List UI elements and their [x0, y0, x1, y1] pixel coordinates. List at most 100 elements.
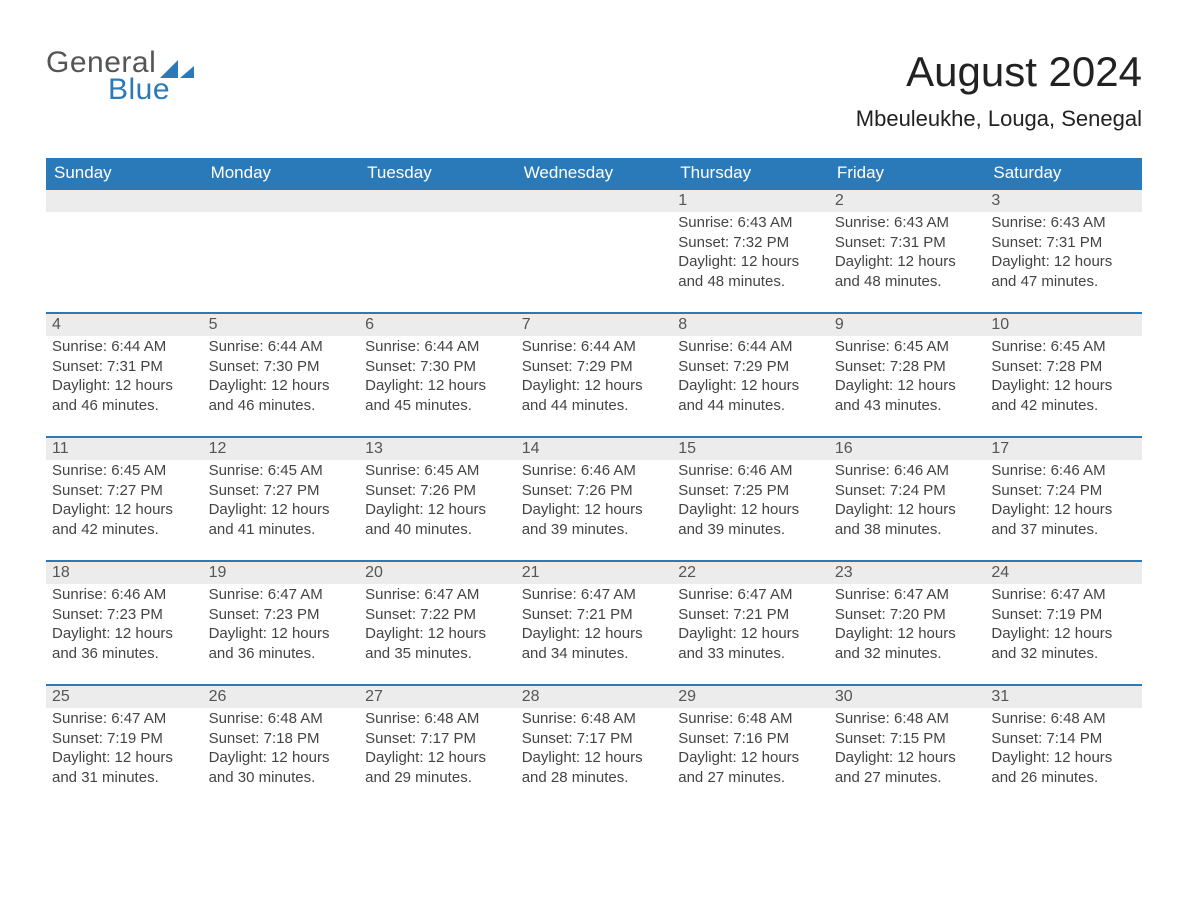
sunset-line: Sunset: 7:16 PM	[678, 729, 823, 749]
day-details: Sunrise: 6:45 AMSunset: 7:27 PMDaylight:…	[203, 460, 360, 560]
daylight-line: Daylight: 12 hours and 42 minutes.	[52, 500, 197, 539]
daylight-line: Daylight: 12 hours and 32 minutes.	[835, 624, 980, 663]
sunrise-line: Sunrise: 6:48 AM	[522, 709, 667, 729]
calendar-day-cell: 21Sunrise: 6:47 AMSunset: 7:21 PMDayligh…	[516, 561, 673, 685]
day-number: 9	[829, 314, 986, 336]
day-number: 27	[359, 686, 516, 708]
day-details: Sunrise: 6:43 AMSunset: 7:31 PMDaylight:…	[985, 212, 1142, 312]
calendar-page: General Blue August 2024 Mbeuleukhe, Lou…	[0, 0, 1188, 848]
calendar-day-cell: 20Sunrise: 6:47 AMSunset: 7:22 PMDayligh…	[359, 561, 516, 685]
sunset-line: Sunset: 7:21 PM	[678, 605, 823, 625]
day-details: Sunrise: 6:44 AMSunset: 7:30 PMDaylight:…	[203, 336, 360, 436]
sunset-line: Sunset: 7:27 PM	[209, 481, 354, 501]
sunset-line: Sunset: 7:24 PM	[991, 481, 1136, 501]
sunset-line: Sunset: 7:26 PM	[365, 481, 510, 501]
sunset-line: Sunset: 7:31 PM	[52, 357, 197, 377]
day-details: Sunrise: 6:46 AMSunset: 7:24 PMDaylight:…	[985, 460, 1142, 560]
day-details	[516, 212, 673, 312]
sunset-line: Sunset: 7:25 PM	[678, 481, 823, 501]
calendar-day-cell: 6Sunrise: 6:44 AMSunset: 7:30 PMDaylight…	[359, 313, 516, 437]
day-number: 11	[46, 438, 203, 460]
day-number: 21	[516, 562, 673, 584]
sunrise-line: Sunrise: 6:43 AM	[835, 213, 980, 233]
day-details: Sunrise: 6:46 AMSunset: 7:24 PMDaylight:…	[829, 460, 986, 560]
daylight-line: Daylight: 12 hours and 34 minutes.	[522, 624, 667, 663]
day-number	[46, 190, 203, 212]
sunset-line: Sunset: 7:24 PM	[835, 481, 980, 501]
day-details: Sunrise: 6:47 AMSunset: 7:21 PMDaylight:…	[516, 584, 673, 684]
calendar-week-row: 25Sunrise: 6:47 AMSunset: 7:19 PMDayligh…	[46, 685, 1142, 808]
day-details: Sunrise: 6:44 AMSunset: 7:30 PMDaylight:…	[359, 336, 516, 436]
day-number: 12	[203, 438, 360, 460]
day-number: 10	[985, 314, 1142, 336]
calendar-day-cell: 23Sunrise: 6:47 AMSunset: 7:20 PMDayligh…	[829, 561, 986, 685]
daylight-line: Daylight: 12 hours and 40 minutes.	[365, 500, 510, 539]
sunset-line: Sunset: 7:21 PM	[522, 605, 667, 625]
weekday-header: Friday	[829, 158, 986, 189]
sunset-line: Sunset: 7:30 PM	[209, 357, 354, 377]
daylight-line: Daylight: 12 hours and 44 minutes.	[522, 376, 667, 415]
sunrise-line: Sunrise: 6:45 AM	[835, 337, 980, 357]
day-details: Sunrise: 6:48 AMSunset: 7:17 PMDaylight:…	[359, 708, 516, 808]
day-number: 7	[516, 314, 673, 336]
day-details: Sunrise: 6:46 AMSunset: 7:25 PMDaylight:…	[672, 460, 829, 560]
day-details: Sunrise: 6:45 AMSunset: 7:27 PMDaylight:…	[46, 460, 203, 560]
sunrise-line: Sunrise: 6:47 AM	[522, 585, 667, 605]
calendar-week-row: 1Sunrise: 6:43 AMSunset: 7:32 PMDaylight…	[46, 189, 1142, 313]
daylight-line: Daylight: 12 hours and 27 minutes.	[835, 748, 980, 787]
sunrise-line: Sunrise: 6:44 AM	[678, 337, 823, 357]
sunrise-line: Sunrise: 6:44 AM	[365, 337, 510, 357]
weekday-header: Thursday	[672, 158, 829, 189]
day-number: 14	[516, 438, 673, 460]
day-details: Sunrise: 6:48 AMSunset: 7:16 PMDaylight:…	[672, 708, 829, 808]
sunset-line: Sunset: 7:31 PM	[991, 233, 1136, 253]
sunrise-line: Sunrise: 6:47 AM	[209, 585, 354, 605]
day-number: 3	[985, 190, 1142, 212]
sunrise-line: Sunrise: 6:43 AM	[678, 213, 823, 233]
sunrise-line: Sunrise: 6:48 AM	[991, 709, 1136, 729]
day-details: Sunrise: 6:45 AMSunset: 7:26 PMDaylight:…	[359, 460, 516, 560]
day-details: Sunrise: 6:48 AMSunset: 7:18 PMDaylight:…	[203, 708, 360, 808]
daylight-line: Daylight: 12 hours and 37 minutes.	[991, 500, 1136, 539]
calendar-day-cell: 30Sunrise: 6:48 AMSunset: 7:15 PMDayligh…	[829, 685, 986, 808]
daylight-line: Daylight: 12 hours and 42 minutes.	[991, 376, 1136, 415]
calendar-day-cell	[46, 189, 203, 313]
day-number	[516, 190, 673, 212]
daylight-line: Daylight: 12 hours and 43 minutes.	[835, 376, 980, 415]
day-details: Sunrise: 6:44 AMSunset: 7:31 PMDaylight:…	[46, 336, 203, 436]
day-details: Sunrise: 6:46 AMSunset: 7:23 PMDaylight:…	[46, 584, 203, 684]
calendar-day-cell: 17Sunrise: 6:46 AMSunset: 7:24 PMDayligh…	[985, 437, 1142, 561]
day-number: 19	[203, 562, 360, 584]
calendar-day-cell: 18Sunrise: 6:46 AMSunset: 7:23 PMDayligh…	[46, 561, 203, 685]
sunset-line: Sunset: 7:29 PM	[678, 357, 823, 377]
day-number: 22	[672, 562, 829, 584]
daylight-line: Daylight: 12 hours and 45 minutes.	[365, 376, 510, 415]
day-details	[203, 212, 360, 312]
daylight-line: Daylight: 12 hours and 30 minutes.	[209, 748, 354, 787]
day-details: Sunrise: 6:47 AMSunset: 7:23 PMDaylight:…	[203, 584, 360, 684]
daylight-line: Daylight: 12 hours and 48 minutes.	[835, 252, 980, 291]
sunset-line: Sunset: 7:15 PM	[835, 729, 980, 749]
calendar-day-cell: 24Sunrise: 6:47 AMSunset: 7:19 PMDayligh…	[985, 561, 1142, 685]
day-number: 20	[359, 562, 516, 584]
sunrise-line: Sunrise: 6:47 AM	[678, 585, 823, 605]
day-details: Sunrise: 6:43 AMSunset: 7:31 PMDaylight:…	[829, 212, 986, 312]
calendar-day-cell: 1Sunrise: 6:43 AMSunset: 7:32 PMDaylight…	[672, 189, 829, 313]
day-details: Sunrise: 6:47 AMSunset: 7:20 PMDaylight:…	[829, 584, 986, 684]
sunset-line: Sunset: 7:23 PM	[52, 605, 197, 625]
day-number: 28	[516, 686, 673, 708]
daylight-line: Daylight: 12 hours and 36 minutes.	[209, 624, 354, 663]
day-details: Sunrise: 6:47 AMSunset: 7:19 PMDaylight:…	[985, 584, 1142, 684]
sunset-line: Sunset: 7:28 PM	[835, 357, 980, 377]
day-number: 25	[46, 686, 203, 708]
calendar-day-cell: 10Sunrise: 6:45 AMSunset: 7:28 PMDayligh…	[985, 313, 1142, 437]
calendar-day-cell: 9Sunrise: 6:45 AMSunset: 7:28 PMDaylight…	[829, 313, 986, 437]
calendar-day-cell: 31Sunrise: 6:48 AMSunset: 7:14 PMDayligh…	[985, 685, 1142, 808]
calendar-day-cell: 11Sunrise: 6:45 AMSunset: 7:27 PMDayligh…	[46, 437, 203, 561]
day-number: 24	[985, 562, 1142, 584]
header-row: General Blue August 2024 Mbeuleukhe, Lou…	[46, 48, 1142, 132]
calendar-week-row: 11Sunrise: 6:45 AMSunset: 7:27 PMDayligh…	[46, 437, 1142, 561]
sunset-line: Sunset: 7:29 PM	[522, 357, 667, 377]
day-details	[359, 212, 516, 312]
calendar-body: 1Sunrise: 6:43 AMSunset: 7:32 PMDaylight…	[46, 189, 1142, 808]
